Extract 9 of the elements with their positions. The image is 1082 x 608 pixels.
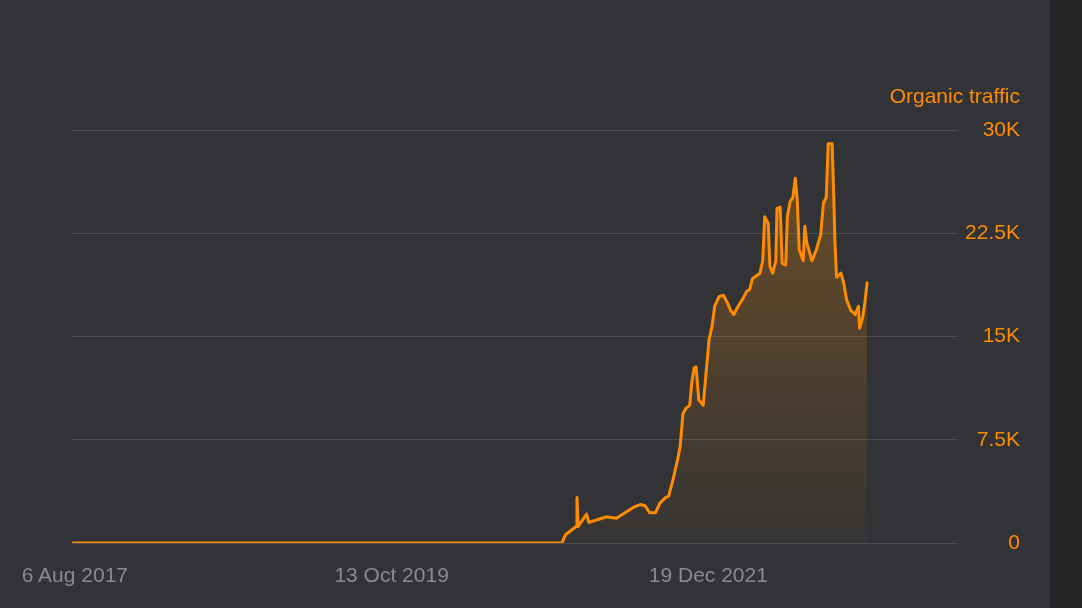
y-tick-label: 7.5K (976, 426, 1020, 450)
y-tick-label: 0 (1008, 529, 1020, 553)
y-tick-label: 22.5K (965, 220, 1020, 244)
x-tick-label: 13 Oct 2019 (334, 563, 449, 587)
x-tick-label: 6 Aug 2017 (21, 563, 129, 587)
x-tick-label: 19 Dec 2021 (648, 563, 768, 587)
y-tick-label: 15K (982, 323, 1020, 347)
y-axis-title: Organic traffic (889, 83, 1020, 107)
y-tick-label: 30K (982, 116, 1020, 140)
